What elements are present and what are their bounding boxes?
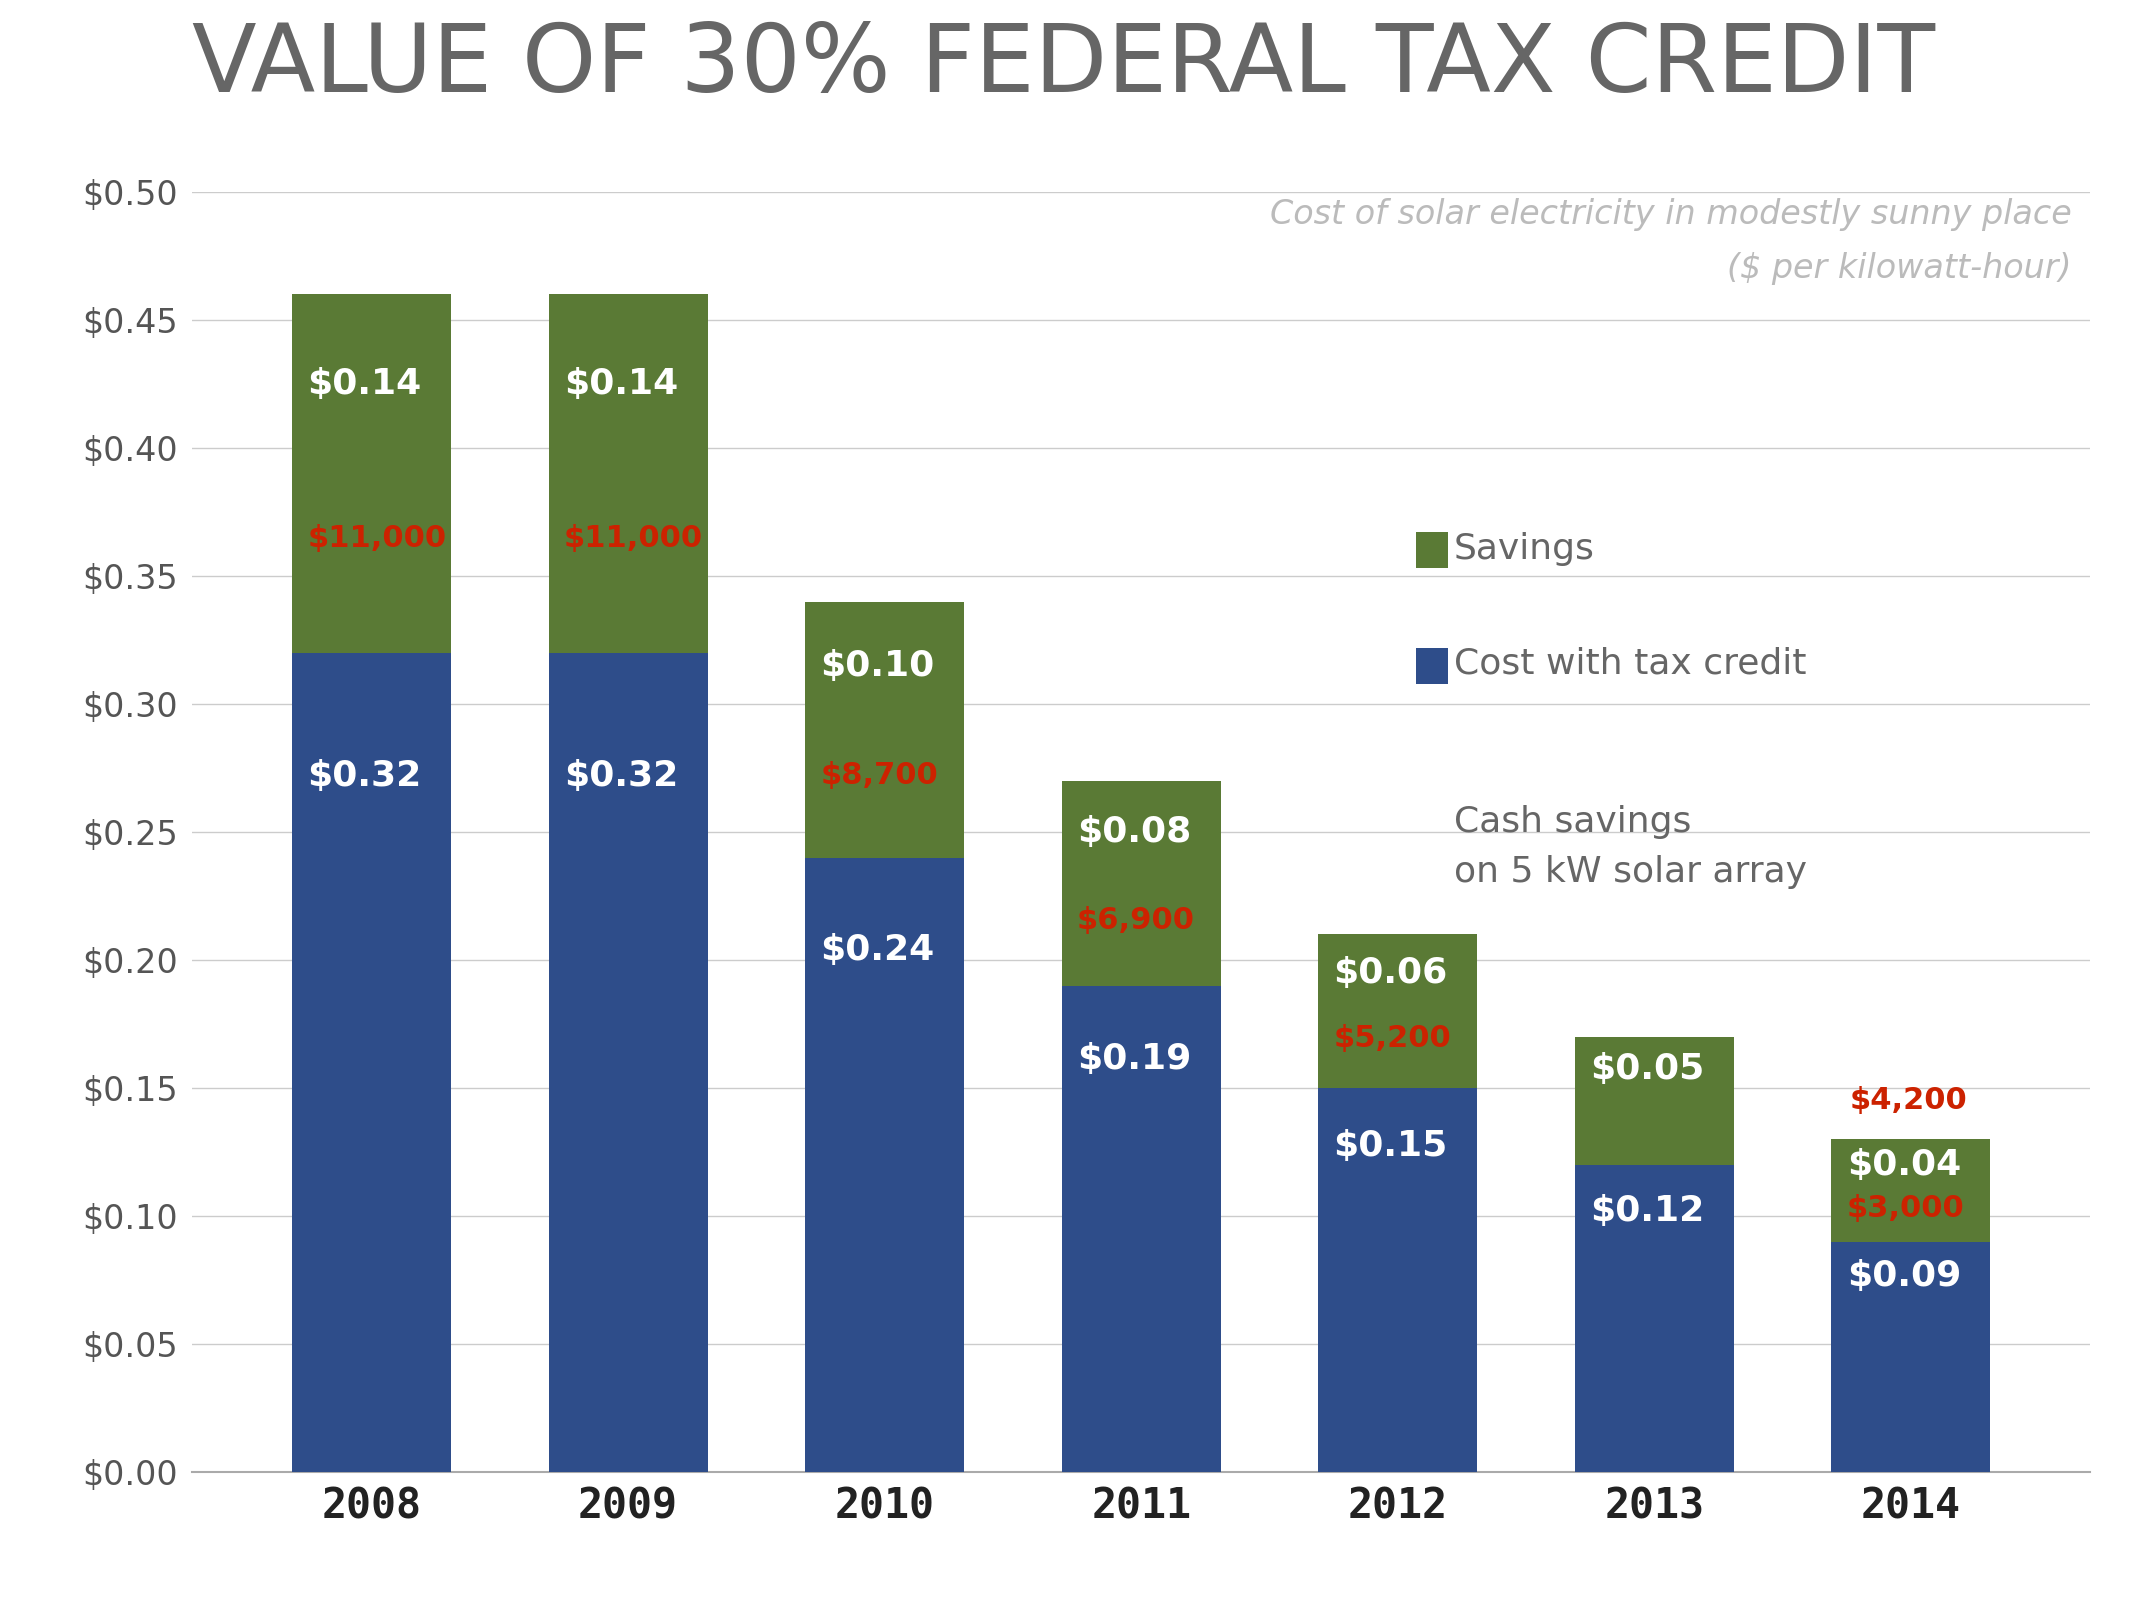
Text: $0.14: $0.14 [307,366,422,402]
Bar [1318,1088,1478,1472]
Text: Savings: Savings [1453,531,1595,566]
FancyBboxPatch shape [1416,533,1448,568]
Text: Cost with tax credit: Cost with tax credit [1453,646,1807,682]
Text: $0.24: $0.24 [821,933,934,966]
Bar [548,294,708,653]
Text: $0.08: $0.08 [1077,814,1190,850]
Text: $0.12: $0.12 [1589,1194,1704,1227]
Text: $11,000: $11,000 [563,523,704,552]
FancyBboxPatch shape [1416,648,1448,683]
Text: $0.32: $0.32 [563,758,678,792]
Text: $0.15: $0.15 [1333,1128,1448,1163]
Text: $6,900: $6,900 [1077,906,1194,934]
Text: Cost of solar electricity in modestly sunny place
($ per kilowatt-hour): Cost of solar electricity in modestly su… [1269,198,2071,285]
Bar [292,294,450,653]
Bar [1318,934,1478,1088]
Text: $0.10: $0.10 [821,648,934,683]
Text: $0.06: $0.06 [1333,955,1448,990]
Text: $3,000: $3,000 [1847,1194,1964,1224]
Text: $0.09: $0.09 [1847,1259,1960,1293]
Text: $0.32: $0.32 [307,758,422,792]
Text: $0.05: $0.05 [1589,1051,1704,1086]
Text: Cash savings
on 5 kW solar array: Cash savings on 5 kW solar array [1453,805,1807,890]
Text: $5,200: $5,200 [1333,1024,1450,1053]
Text: $11,000: $11,000 [307,523,446,552]
Bar [1832,1242,1990,1472]
Text: $8,700: $8,700 [821,762,939,790]
Bar [804,602,964,858]
Text: $0.04: $0.04 [1847,1147,1960,1182]
Bar [548,653,708,1472]
Bar [1574,1165,1734,1472]
Bar [804,858,964,1472]
Text: $0.14: $0.14 [563,366,678,402]
Bar [292,653,450,1472]
Bar [1062,781,1220,986]
Text: $4,200: $4,200 [1849,1086,1967,1115]
Text: VALUE OF 30% FEDERAL TAX CREDIT: VALUE OF 30% FEDERAL TAX CREDIT [192,19,1935,112]
Bar [1062,986,1220,1472]
Bar [1832,1139,1990,1242]
Bar [1574,1037,1734,1165]
Text: $0.19: $0.19 [1077,1042,1192,1075]
